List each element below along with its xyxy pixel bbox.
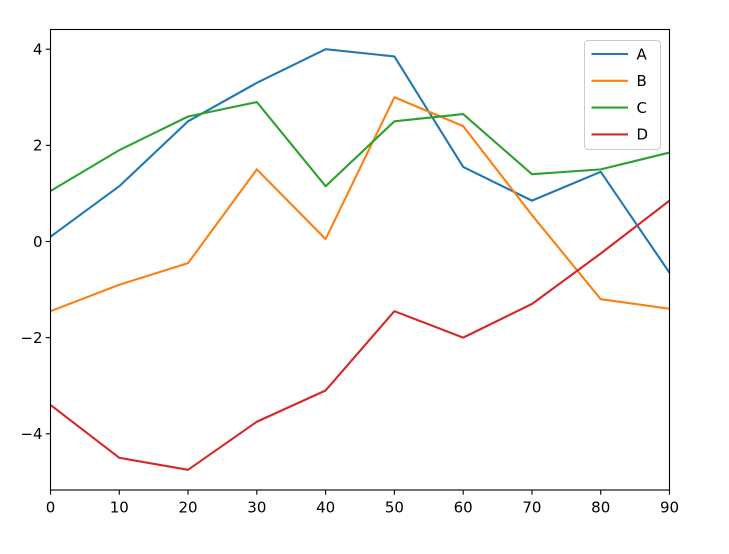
x-tick-label: 70	[522, 499, 541, 517]
legend-box	[584, 40, 661, 150]
x-tick-label: 80	[591, 499, 610, 517]
plot-border	[49, 28, 671, 491]
y-tick-label: 4	[33, 41, 43, 59]
x-tick-label: 30	[247, 499, 266, 517]
series-line-A	[49, 48, 671, 274]
x-tick-label: 0	[46, 499, 56, 517]
legend-label-C: C	[637, 99, 647, 117]
x-tick-label: 10	[110, 499, 129, 517]
y-tick-label: −2	[20, 329, 42, 347]
y-tick-label: 2	[33, 137, 43, 155]
legend-label-B: B	[637, 72, 647, 90]
legend-label-A: A	[637, 45, 648, 63]
x-tick-label: 20	[179, 499, 198, 517]
series-line-C	[49, 101, 670, 192]
x-tick-label: 40	[316, 499, 335, 517]
series-line-B	[50, 96, 670, 313]
y-tick-label: 0	[33, 233, 43, 251]
legend-label-D: D	[637, 126, 649, 144]
y-tick-label: −4	[20, 425, 42, 443]
x-tick-label: 60	[454, 499, 473, 517]
x-tick-label: 50	[385, 499, 404, 517]
x-tick-label: 90	[660, 499, 679, 517]
series-line-D	[49, 199, 671, 471]
